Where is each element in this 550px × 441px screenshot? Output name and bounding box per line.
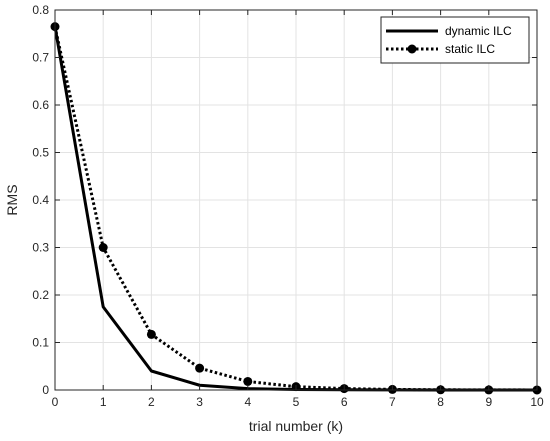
y-tick-label: 0.5 — [32, 146, 49, 160]
x-tick-label: 4 — [244, 395, 251, 409]
legend: dynamic ILC static ILC — [380, 16, 530, 64]
x-tick-label: 2 — [148, 395, 155, 409]
series-line-static-ilc — [53, 26, 538, 392]
x-tick-label: 8 — [437, 395, 444, 409]
x-tick-label: 6 — [341, 395, 348, 409]
y-tick-label: 0.4 — [32, 193, 49, 207]
legend-box — [380, 16, 530, 64]
legend-label-static-ilc: static ILC — [445, 42, 495, 56]
x-tick-label: 1 — [100, 395, 107, 409]
data-point-static-ilc — [243, 376, 253, 386]
data-point-static-ilc — [146, 329, 156, 339]
x-tick-label: 10 — [530, 395, 544, 409]
y-tick-label: 0.8 — [32, 3, 49, 17]
x-tick-label: 3 — [196, 395, 203, 409]
x-tick-label: 9 — [485, 395, 492, 409]
x-tick-label: 7 — [389, 395, 396, 409]
y-axis-label: RMS — [4, 184, 20, 215]
y-tick-label: 0.2 — [32, 288, 49, 302]
data-point-static-ilc — [195, 363, 205, 373]
data-point-static-ilc — [98, 243, 108, 252]
y-tick-label: 0 — [42, 383, 49, 397]
x-axis-label: trial number (k) — [249, 418, 343, 434]
y-tick-label: 0.6 — [32, 98, 49, 112]
y-tick-label: 0.3 — [32, 241, 49, 255]
x-tick-label: 0 — [52, 395, 59, 409]
axis-ticks: 0 1 2 3 4 5 6 7 8 9 10 0 0.1 0.2 0.3 0.4 0.5 0.6 0.7 0.8 — [32, 3, 544, 409]
y-tick-label: 0.1 — [32, 336, 49, 350]
legend-marker-static-ilc — [407, 44, 417, 54]
y-tick-label: 0.7 — [32, 51, 49, 65]
x-tick-label: 5 — [293, 395, 300, 409]
legend-label-dynamic-ilc: dynamic ILC — [445, 24, 512, 38]
